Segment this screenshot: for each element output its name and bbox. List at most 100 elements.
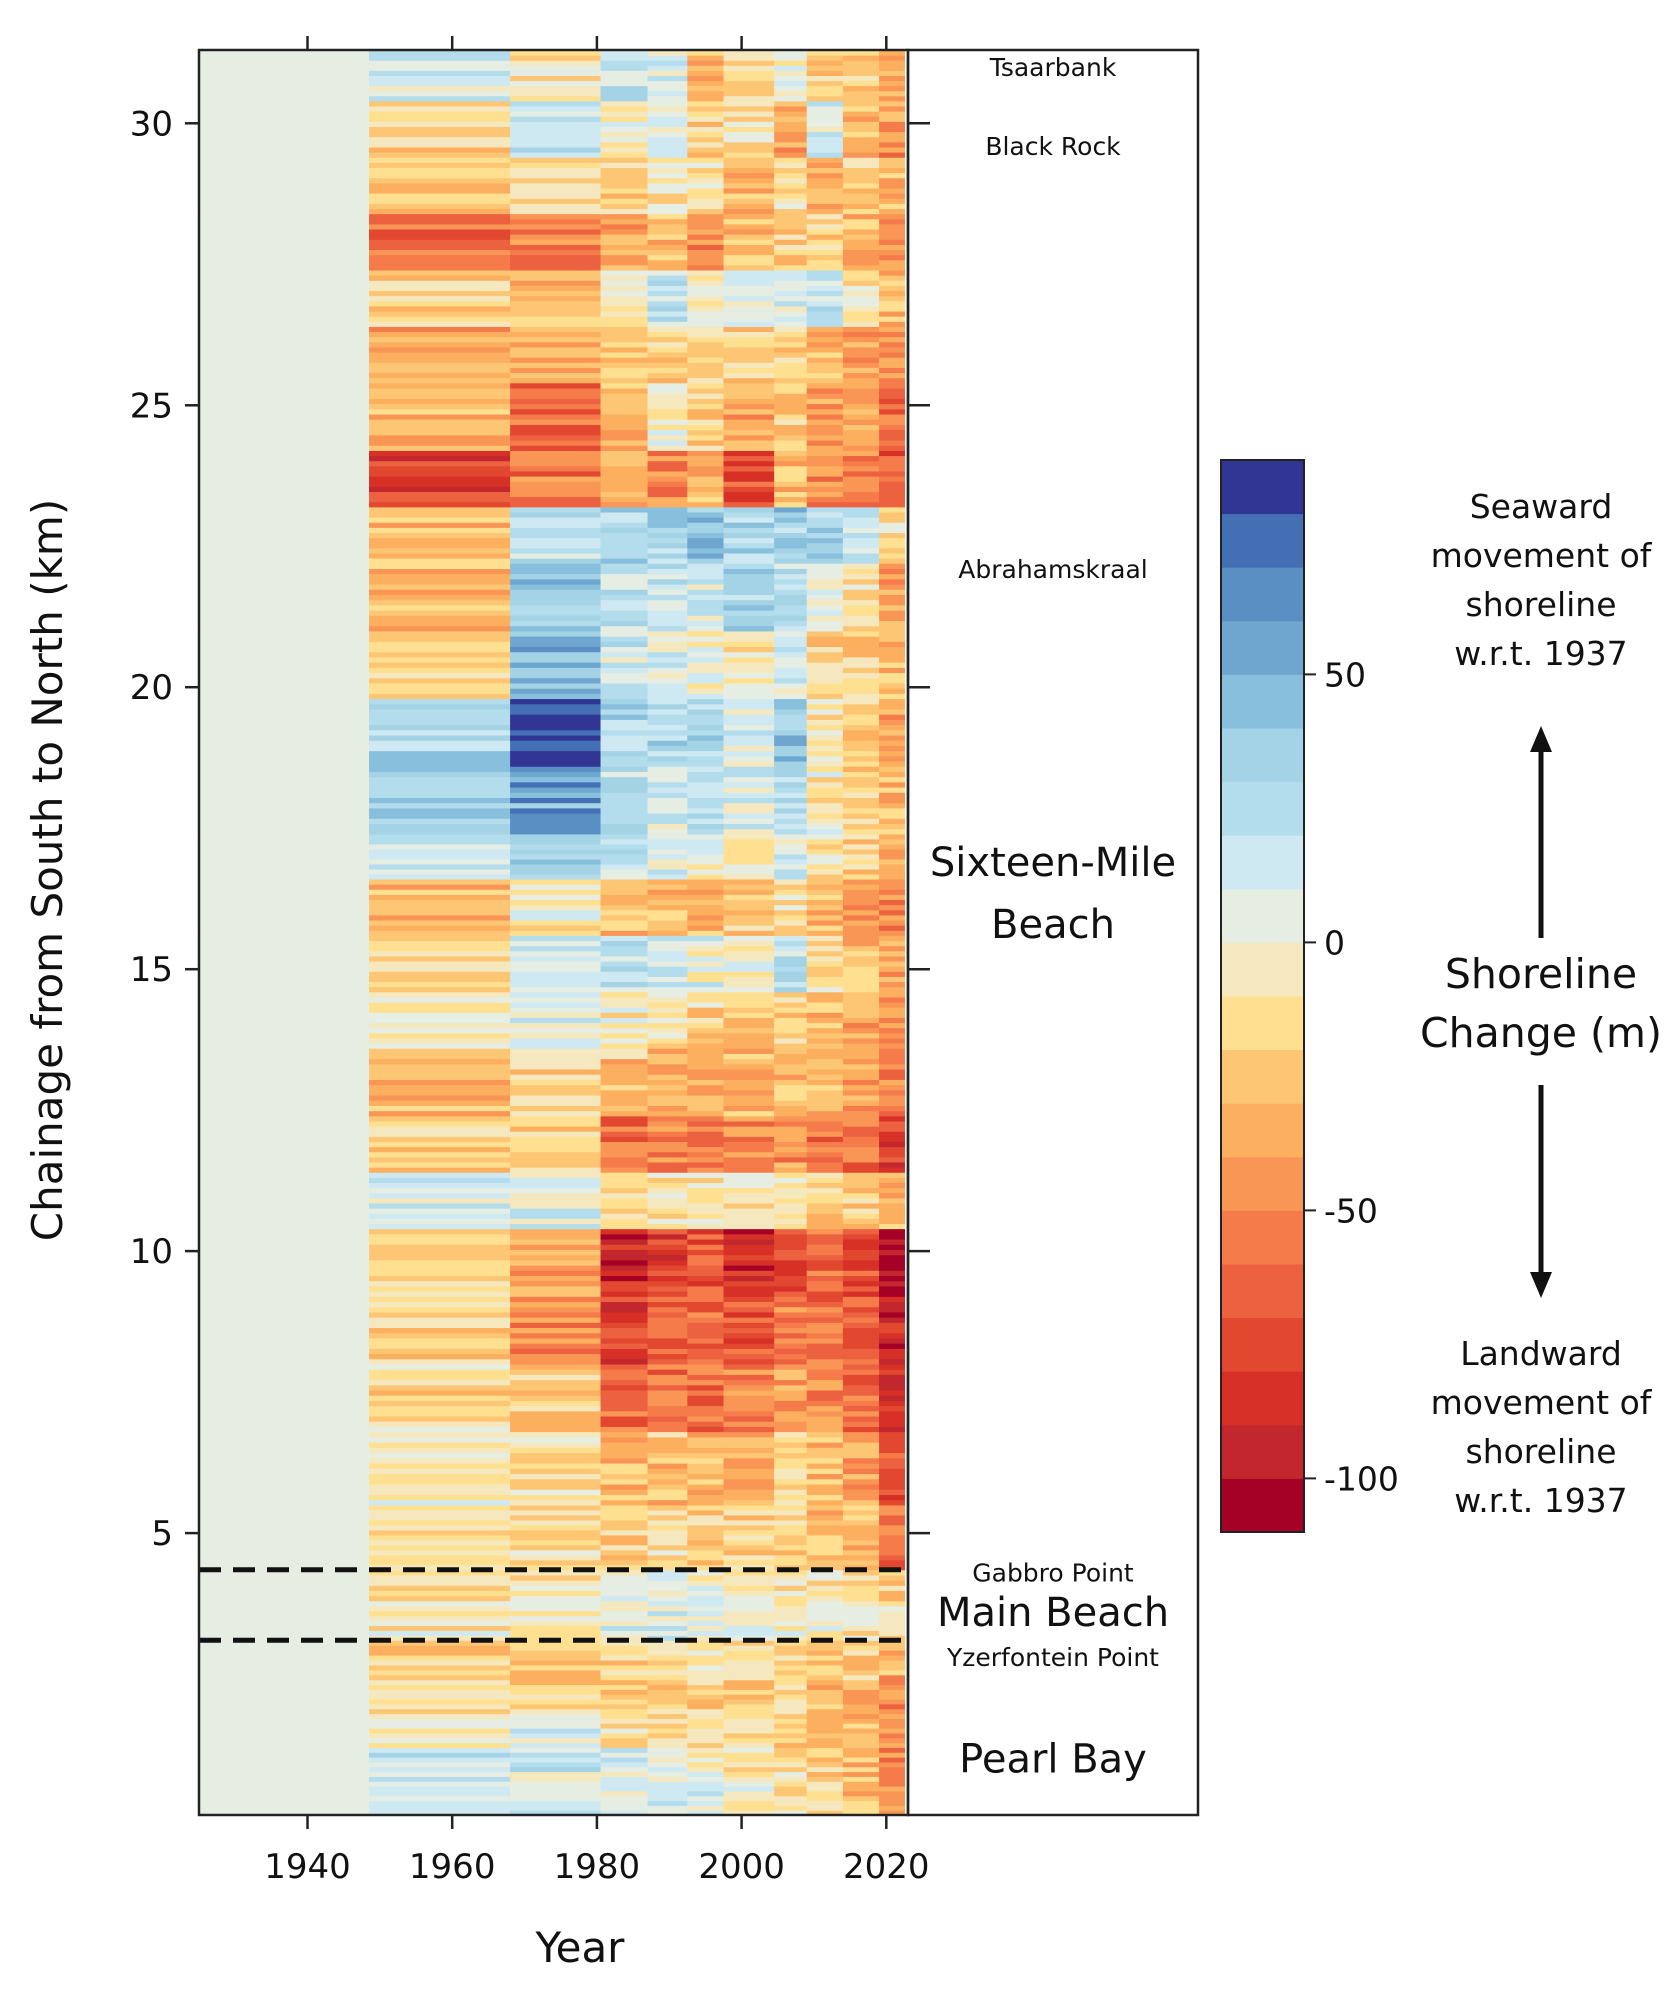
heatmap-cell <box>369 1684 511 1690</box>
heatmap-cell <box>600 1559 649 1566</box>
heatmap-cell <box>687 387 725 394</box>
heatmap-cell <box>842 986 880 993</box>
heatmap-cell <box>647 532 688 539</box>
heatmap-cell <box>647 1100 688 1106</box>
heatmap-cell <box>600 1810 649 1816</box>
heatmap-cell <box>842 486 880 492</box>
heatmap-cell <box>600 558 649 564</box>
heatmap-cell <box>774 1172 808 1178</box>
heatmap-cell <box>510 527 602 533</box>
heatmap-cell <box>774 1337 808 1344</box>
heatmap-cell <box>806 162 844 168</box>
heatmap-cell <box>879 413 905 420</box>
heatmap-cell <box>723 351 775 358</box>
heatmap-cell <box>510 177 602 184</box>
heatmap-cell <box>723 1708 775 1715</box>
heatmap-cell <box>723 1291 775 1297</box>
heatmap-cell <box>687 1635 725 1641</box>
heatmap-cell <box>687 1679 725 1686</box>
heatmap-cell <box>842 1100 880 1106</box>
heatmap-cell <box>369 708 511 715</box>
heatmap-cell <box>600 677 649 684</box>
heatmap-cell <box>687 1187 725 1194</box>
heatmap-cell <box>723 223 775 230</box>
heatmap-cell <box>687 1264 725 1271</box>
heatmap-cell <box>879 878 905 885</box>
heatmap-cell <box>647 218 688 225</box>
landward-note-line: shoreline <box>1466 1432 1617 1471</box>
heatmap-cell <box>600 1524 649 1531</box>
heatmap-cell <box>806 1457 844 1464</box>
heatmap-cell <box>600 377 649 384</box>
heatmap-cell <box>687 1504 725 1511</box>
heatmap-cell <box>774 413 808 420</box>
heatmap-cell <box>647 615 688 622</box>
heatmap-cell <box>842 1499 880 1506</box>
heatmap-cell <box>369 646 511 653</box>
heatmap-cell <box>806 1187 844 1194</box>
heatmap-cell <box>647 357 688 363</box>
heatmap-cell <box>369 280 511 286</box>
heatmap-cell <box>369 316 511 322</box>
heatmap-cell <box>647 522 688 528</box>
heatmap-cell <box>774 367 808 374</box>
heatmap-cell <box>774 1574 808 1581</box>
heatmap-cell <box>600 1654 649 1661</box>
heatmap-cell <box>806 1094 844 1101</box>
heatmap-cell <box>647 1400 688 1407</box>
heatmap-cell <box>199 1569 370 1602</box>
heatmap-cell <box>774 1141 808 1148</box>
heatmap-cell <box>723 1337 775 1344</box>
heatmap-cell <box>774 1384 808 1391</box>
heatmap-cell <box>723 187 775 194</box>
heatmap-cell <box>510 1519 602 1526</box>
heatmap-cell <box>842 781 880 788</box>
heatmap-cell <box>647 1094 688 1101</box>
heatmap-cell <box>879 1431 905 1438</box>
heatmap-cell <box>510 1732 602 1739</box>
heatmap-cell <box>774 357 808 363</box>
heatmap-cell <box>806 60 844 66</box>
heatmap-cell <box>510 1141 602 1148</box>
heatmap-cell <box>510 1213 602 1219</box>
heatmap-cell <box>600 1089 649 1096</box>
heatmap-cell <box>647 1161 688 1168</box>
heatmap-cell <box>723 362 775 368</box>
heatmap-cell <box>842 491 880 498</box>
heatmap-cell <box>369 914 511 921</box>
heatmap-cell <box>647 1489 688 1495</box>
heatmap-cell <box>647 121 688 127</box>
heatmap-cell <box>647 1689 688 1695</box>
heatmap-cell <box>723 1776 775 1782</box>
heatmap-cell <box>510 1322 602 1329</box>
heatmap-cell <box>879 1650 905 1656</box>
heatmap-cell <box>774 996 808 1003</box>
heatmap-cell <box>806 950 844 957</box>
heatmap-cell <box>879 1032 905 1039</box>
heatmap-cell <box>774 925 808 931</box>
heatmap-cell <box>687 424 725 431</box>
heatmap-cell <box>369 434 511 441</box>
heatmap-cell <box>369 382 511 389</box>
heatmap-cell <box>723 578 775 585</box>
heatmap-cell <box>723 667 775 674</box>
heatmap-cell <box>723 1182 775 1189</box>
heatmap-cell <box>879 1301 905 1308</box>
heatmap-cell <box>510 1534 602 1541</box>
heatmap-cell <box>687 1369 725 1375</box>
heatmap-cell <box>879 1674 905 1681</box>
heatmap-cell <box>842 960 880 967</box>
heatmap-cell <box>510 131 602 138</box>
heatmap-cell <box>647 1301 688 1308</box>
heatmap-cell <box>723 1595 775 1602</box>
heatmap-cell <box>687 1800 725 1806</box>
heatmap-cell <box>600 667 649 674</box>
heatmap-cell <box>806 275 844 281</box>
heatmap-cell <box>687 316 725 322</box>
heatmap-cell <box>879 1233 905 1240</box>
heatmap-cell <box>879 1177 905 1184</box>
heatmap-cell <box>806 1757 844 1763</box>
heatmap-cell <box>369 583 511 590</box>
heatmap-cell <box>369 1332 511 1339</box>
heatmap-cell <box>687 1757 725 1763</box>
